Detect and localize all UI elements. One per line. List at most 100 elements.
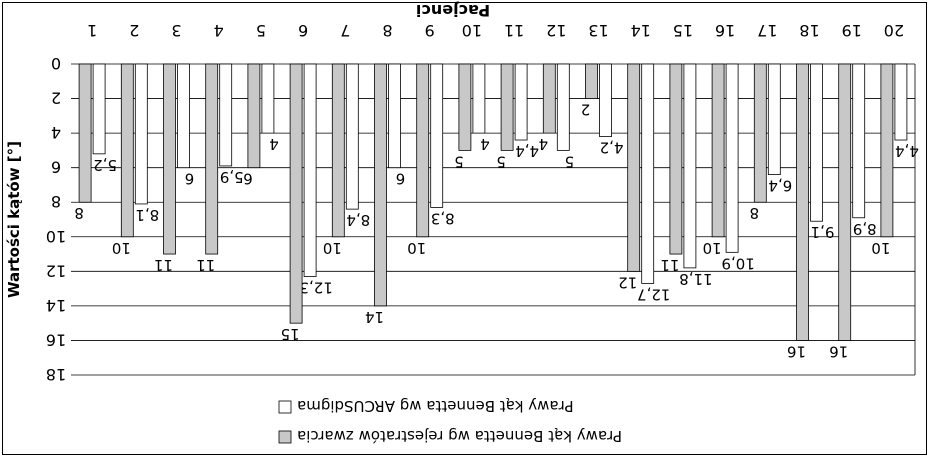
data-label-arcus: 5 (565, 152, 575, 170)
y-tick-label: 0 (51, 54, 61, 73)
bar-arcus (345, 63, 359, 210)
bar-register (331, 63, 345, 238)
bar-register (753, 63, 767, 203)
data-label-arcus: 9,1 (811, 223, 835, 241)
data-label-arcus: 6 (185, 170, 195, 188)
x-tick-label: 9 (425, 21, 435, 40)
data-label-register: 11 (660, 256, 679, 274)
data-label-register: 6 (243, 170, 253, 188)
bar-arcus (599, 63, 612, 137)
bar-arcus (810, 63, 823, 222)
bar-register (711, 63, 725, 238)
x-tick-label: 10 (462, 21, 482, 40)
chart-title: Pacjenci (416, 1, 490, 20)
bar-register (247, 63, 261, 169)
x-tick-label: 3 (171, 21, 181, 40)
bar-arcus (641, 63, 655, 284)
bar-arcus (472, 63, 486, 134)
data-label-arcus: 4 (480, 135, 490, 153)
bar-arcus (261, 63, 275, 134)
data-label-arcus: 4,2 (600, 139, 624, 157)
data-label-register: 8 (74, 204, 84, 222)
bar-register (205, 63, 219, 255)
data-label-register: 15 (281, 325, 300, 343)
data-label-arcus: 12,7 (637, 285, 670, 303)
data-label-register: 5 (496, 152, 506, 170)
data-label-register: 10 (703, 239, 722, 257)
data-label-arcus: 4 (269, 135, 279, 153)
data-label-register: 11 (196, 256, 215, 274)
data-label-register: 10 (323, 239, 342, 257)
y-axis-label: Wartości kątów [°] (5, 141, 23, 298)
y-tick-label: 4 (51, 123, 61, 142)
data-label-arcus: 6,4 (768, 177, 792, 195)
x-tick-label: 13 (588, 21, 608, 40)
x-tick-label: 19 (842, 21, 862, 40)
bar-register (78, 63, 92, 203)
x-tick-label: 20 (884, 21, 904, 40)
bar-arcus (134, 63, 148, 205)
data-label-register: 5 (454, 152, 464, 170)
bar-arcus (852, 63, 866, 219)
legend-label-arcus: Prawy kąt Bennetta wg ARCUSdigma (297, 397, 574, 415)
bar-register (669, 63, 683, 255)
bar-register (120, 63, 134, 238)
bar-arcus (219, 63, 233, 167)
data-label-register: 2 (581, 101, 591, 119)
x-tick-label: 16 (715, 21, 735, 40)
data-label-arcus: 10,9 (721, 254, 754, 272)
data-label-arcus: 8,9 (853, 220, 877, 238)
data-label-arcus: 12,3 (299, 279, 332, 297)
data-label-arcus: 5,9 (220, 168, 244, 186)
bar-register (458, 63, 472, 151)
x-tick-label: 6 (298, 21, 308, 40)
bar-register (585, 63, 598, 99)
x-tick-label: 4 (214, 21, 224, 40)
bar-arcus (303, 63, 317, 277)
x-tick-label: 14 (631, 21, 651, 40)
y-tick-label: 2 (51, 89, 61, 108)
bar-register (880, 63, 894, 238)
bar-register (627, 63, 641, 272)
y-tick-label: 18 (46, 365, 66, 384)
bar-arcus (514, 63, 528, 141)
x-tick-label: 12 (546, 21, 566, 40)
legend-label-register: Prawy kąt Bennetta wg rejestratów zwarci… (297, 427, 622, 445)
x-tick-label: 8 (382, 21, 392, 40)
data-label-register: 12 (618, 273, 637, 291)
y-tick-label: 12 (46, 261, 66, 280)
data-label-register: 8 (750, 204, 760, 222)
legend-swatch-arcus (278, 400, 292, 414)
y-tick-label: 8 (51, 192, 61, 211)
data-label-arcus: 11,8 (679, 270, 712, 288)
bar-arcus (556, 63, 570, 151)
data-label-arcus: 4,4 (895, 142, 919, 160)
bar-arcus (894, 63, 908, 141)
data-label-register: 14 (365, 308, 384, 326)
y-tick-label: 6 (51, 158, 61, 177)
y-tick-label: 10 (46, 227, 66, 246)
data-label-arcus: 8,4 (346, 211, 370, 229)
bar-register (163, 63, 176, 255)
x-tick-label: 5 (256, 21, 266, 40)
data-label-register: 4 (539, 135, 549, 153)
data-label-arcus: 8,3 (431, 209, 455, 227)
y-tick-label: 14 (46, 296, 66, 315)
data-label-arcus: 8,1 (135, 206, 159, 224)
bar-arcus (92, 63, 106, 155)
data-label-register: 16 (787, 342, 806, 360)
bar-register (796, 63, 809, 341)
y-tick-label: 16 (46, 330, 66, 349)
bar-arcus (388, 63, 401, 169)
x-tick-label: 17 (757, 21, 777, 40)
legend-swatch-register (278, 430, 292, 444)
x-tick-label: 1 (87, 21, 97, 40)
x-tick-label: 18 (799, 21, 819, 40)
bar-register (416, 63, 430, 238)
x-tick-label: 7 (340, 21, 350, 40)
bar-arcus (177, 63, 190, 169)
bar-arcus (767, 63, 781, 175)
